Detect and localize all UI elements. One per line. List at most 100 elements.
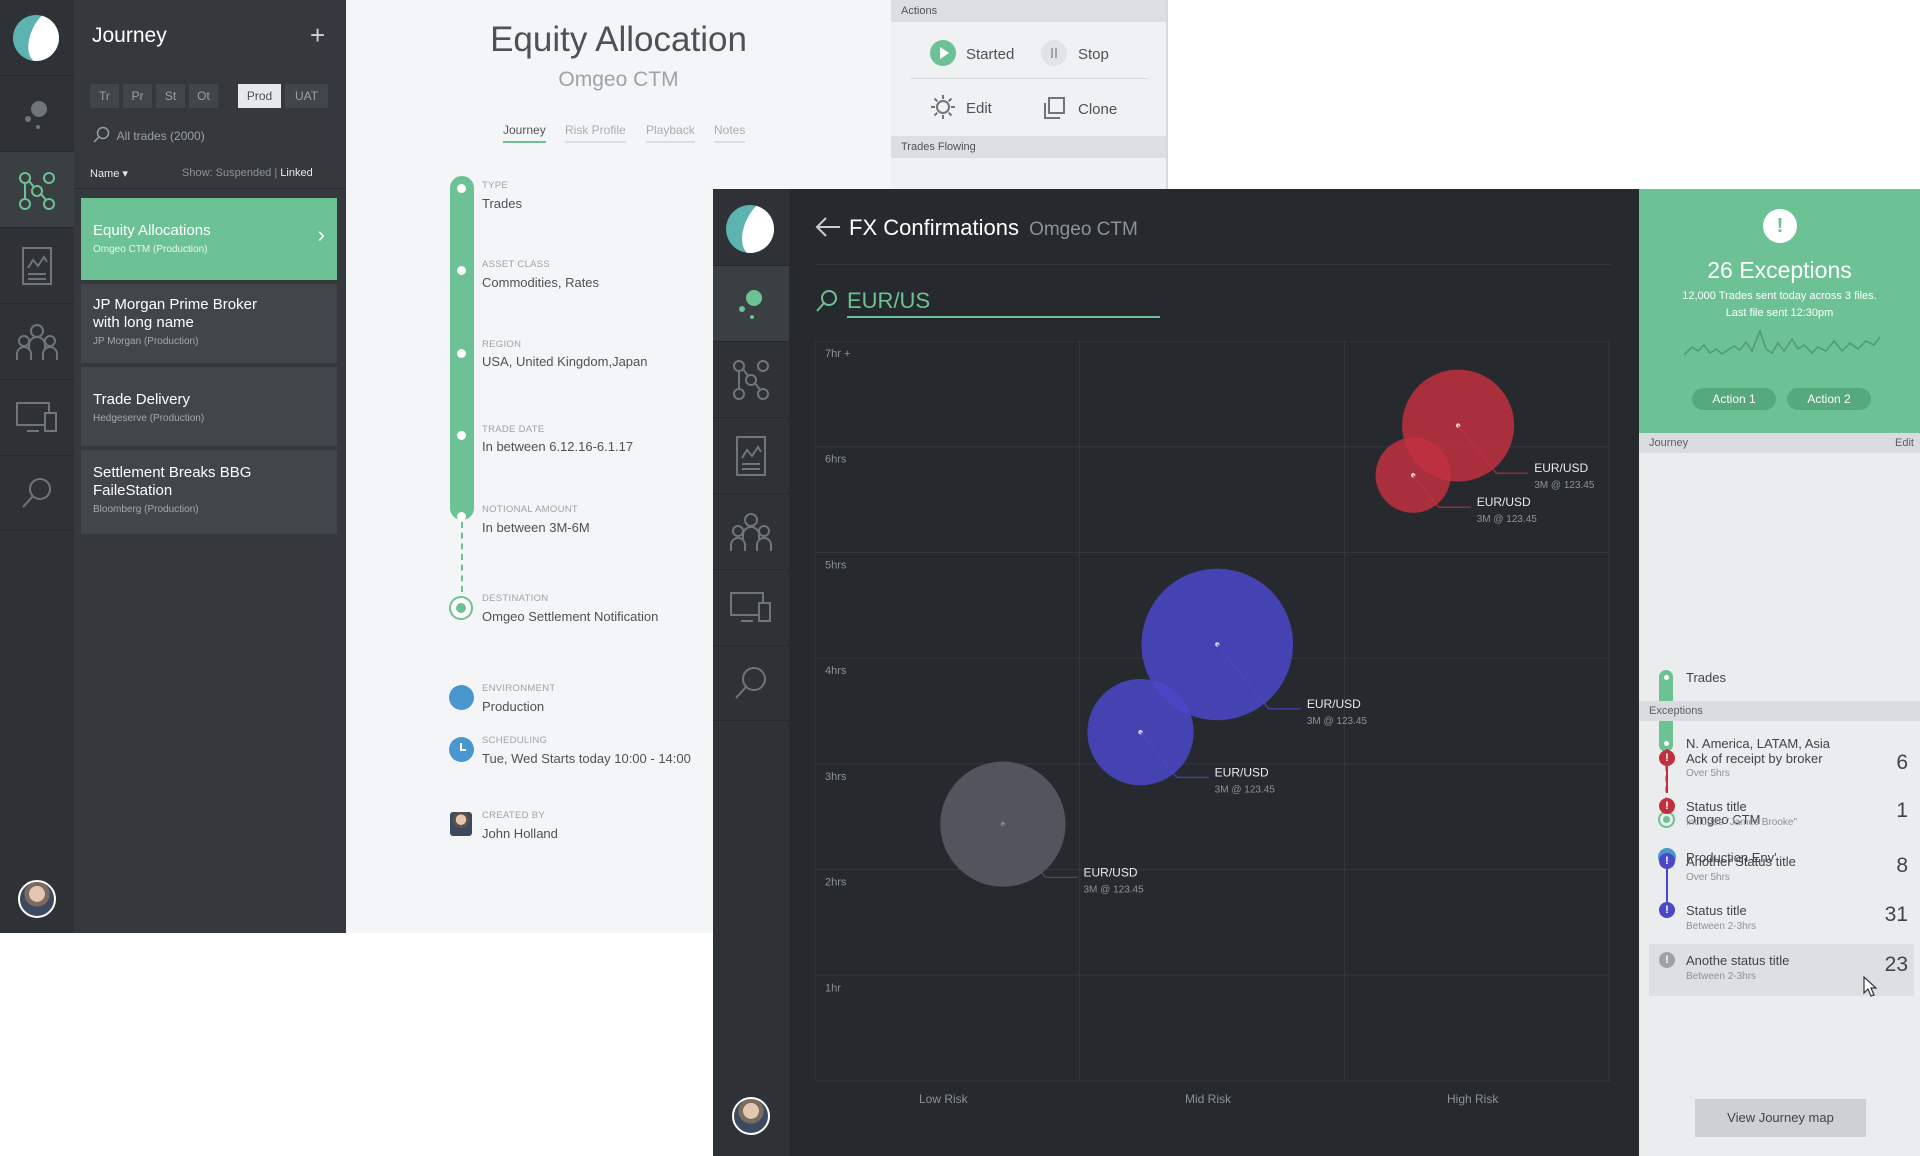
journey-card[interactable]: Trade Delivery Hedgeserve (Production) <box>81 367 337 446</box>
clone-button[interactable]: Clone <box>1078 101 1118 118</box>
team-nav[interactable] <box>713 493 789 569</box>
journey-card-title: Equity Allocations <box>93 222 211 239</box>
app-logo-icon[interactable] <box>726 205 774 253</box>
devices-nav[interactable] <box>0 379 74 455</box>
field-label: ASSET CLASS <box>482 259 551 270</box>
env-tab-st[interactable]: St <box>156 84 185 108</box>
bubble-leader-line <box>1216 644 1301 710</box>
journey-card-subtitle: Hedgeserve (Production) <box>93 413 205 424</box>
journey-card[interactable]: Equity Allocations Omgeo CTM (Production… <box>81 198 337 280</box>
bubble-view-nav[interactable] <box>0 75 74 151</box>
summary-line: Last file sent 12:30pm <box>1725 307 1834 319</box>
reports-nav[interactable] <box>713 417 789 493</box>
page-subtitle: Omgeo CTM <box>1029 219 1138 240</box>
show-filter: Show: Suspended | Linked <box>182 167 313 179</box>
bubble-label: EUR/USD <box>1215 765 1269 779</box>
journey-step: Omgeo CTM <box>1686 812 1761 827</box>
severity-connector <box>1666 749 1668 793</box>
environment-icon <box>449 685 474 710</box>
y-tick-label: 6hrs <box>825 454 847 466</box>
arrow-left-icon[interactable] <box>815 216 841 238</box>
divider <box>74 188 346 189</box>
journey-card[interactable]: Settlement Breaks BBG FaileStation Bloom… <box>81 450 337 534</box>
bubble-leader-line <box>1002 823 1078 878</box>
user-avatar[interactable] <box>18 880 56 918</box>
trade-search[interactable]: All trades (2000) <box>92 126 205 144</box>
journey-step: Trades <box>1686 670 1726 685</box>
user-avatar[interactable] <box>732 1097 770 1135</box>
front-nav-rail <box>713 189 789 1156</box>
people-icon <box>16 323 58 360</box>
journey-edit-link[interactable]: Edit <box>1895 437 1914 449</box>
env-tab-ot[interactable]: Ot <box>189 84 218 108</box>
tab-playback[interactable]: Playback <box>646 123 695 143</box>
plus-icon[interactable]: + <box>310 20 326 50</box>
document-chart-icon <box>736 435 766 476</box>
search-input[interactable] <box>847 285 1160 318</box>
team-nav[interactable] <box>0 303 74 379</box>
filter-linked[interactable]: Linked <box>280 167 313 179</box>
devices-nav[interactable] <box>713 569 789 645</box>
journey-node <box>1664 675 1669 680</box>
stop-button[interactable]: Stop <box>1078 46 1109 63</box>
exception-subtitle: Over 5hrs <box>1686 872 1730 883</box>
tab-notes[interactable]: Notes <box>714 123 746 143</box>
tab-journey[interactable]: Journey <box>503 123 546 143</box>
sort-dropdown[interactable]: Name ▾ <box>90 168 128 180</box>
bubble-view-nav[interactable] <box>713 265 789 341</box>
risk-time-bubble-chart: 1hr 2hrs 3hrs 4hrs 5hrs 6hrs 7hr + Low Risk Mid… <box>815 341 1610 1106</box>
field-value: Commodities, Rates <box>482 275 600 290</box>
alert-icon: ! <box>1659 798 1675 814</box>
field-label: REGION <box>482 339 522 350</box>
field-value: John Holland <box>482 826 558 841</box>
env-tab-prod[interactable]: Prod <box>238 84 281 108</box>
y-tick-label: 1hr <box>825 982 841 994</box>
exceptions-header-label: Exceptions <box>1649 705 1703 717</box>
reports-nav[interactable] <box>0 227 74 303</box>
search-nav[interactable] <box>0 455 74 531</box>
summary-line: 12,000 Trades sent today across 3 files. <box>1682 290 1877 302</box>
journey-nav[interactable] <box>713 341 789 417</box>
started-button[interactable]: Started <box>966 46 1015 63</box>
bubbles-icon <box>25 100 47 129</box>
app-logo-icon[interactable] <box>13 15 59 61</box>
timeline-track <box>450 176 474 520</box>
action-1-button[interactable]: Action 1 <box>1692 388 1776 410</box>
journey-step: Production Env' <box>1686 850 1777 865</box>
search-icon <box>735 667 766 699</box>
journey-card[interactable]: JP Morgan Prime Broker with long name JP… <box>81 284 337 363</box>
trades-flowing-header: Trades Flowing <box>891 136 1166 158</box>
exception-title[interactable]: Status title <box>1686 903 1747 918</box>
timeline-dashed-connector <box>461 522 463 592</box>
divider <box>910 78 1148 79</box>
exception-title[interactable]: Another Status title <box>1686 854 1796 869</box>
bubble-leader-line <box>1457 425 1529 474</box>
tab-risk-profile[interactable]: Risk Profile <box>565 123 626 143</box>
field-value: USA, United Kingdom,Japan <box>482 354 648 369</box>
env-tab-uat[interactable]: UAT <box>285 84 328 108</box>
journey-flow-icon <box>733 359 769 400</box>
exception-title[interactable]: Anothe status title <box>1686 953 1790 968</box>
exception-count: 8 <box>1896 854 1908 877</box>
bubble-label: EUR/USD <box>1083 865 1137 879</box>
field-value: In between 6.12.16-6.1.17 <box>482 439 634 454</box>
exception-title[interactable]: Ack of receipt by broker <box>1686 751 1823 766</box>
env-tab-tr[interactable]: Tr <box>90 84 119 108</box>
panel-title: Journey <box>92 24 167 47</box>
field-value: Omgeo Settlement Notification <box>482 609 659 624</box>
timeline-node <box>457 184 466 193</box>
bubble-detail: 3M @ 123.45 <box>1307 716 1368 727</box>
search-nav[interactable] <box>713 645 789 721</box>
alert-icon: ! <box>1763 209 1797 243</box>
field-value: Trades <box>482 196 522 211</box>
view-journey-map-button[interactable]: View Journey map <box>1695 1099 1866 1137</box>
action-2-button[interactable]: Action 2 <box>1787 388 1871 410</box>
edit-button[interactable]: Edit <box>966 100 992 117</box>
journey-nav[interactable] <box>0 151 74 227</box>
bubble-leader-line <box>1412 474 1471 508</box>
field-label: TYPE <box>482 180 509 191</box>
exception-title[interactable]: Status title <box>1686 799 1747 814</box>
people-icon <box>730 512 772 551</box>
env-tab-pr[interactable]: Pr <box>123 84 152 108</box>
filter-suspended[interactable]: Suspended <box>215 167 272 179</box>
